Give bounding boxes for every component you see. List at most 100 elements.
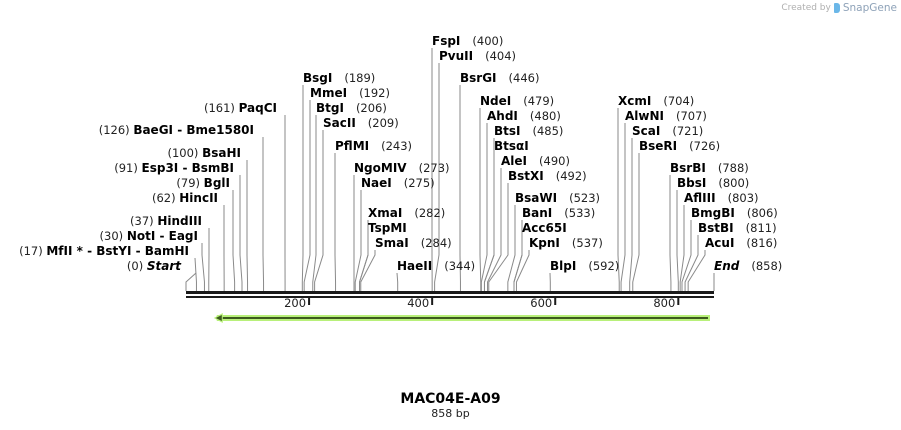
site-line (312, 115, 317, 291)
site-label[interactable]: (30) NotI - EagI (100, 229, 198, 243)
enzyme-name: MfII * - BstYI - BamHI (46, 244, 189, 258)
site-label[interactable]: (37) HindIII (130, 214, 202, 228)
site-label[interactable]: (0) Start (127, 259, 182, 273)
site-label[interactable]: SacII (209) (323, 116, 399, 130)
enzyme-name: AhdI (487, 109, 518, 123)
backbone-bottom-strand (186, 296, 714, 298)
site-lines (185, 48, 715, 291)
enzyme-name: BtsαI (494, 139, 529, 153)
site-label[interactable]: (62) HincII (152, 191, 218, 205)
site-label[interactable]: SmaI (284) (375, 236, 452, 250)
site-label[interactable]: (100) BsaHI (168, 146, 242, 160)
site-label[interactable]: AhdI (480) (487, 109, 561, 123)
site-label[interactable]: AcuI (816) (705, 236, 777, 250)
site-label[interactable]: BsrGI (446) (460, 71, 539, 85)
site-label[interactable]: End (858) (714, 259, 782, 273)
site-position: (282) (414, 206, 445, 220)
site-label[interactable]: BstBI (811) (698, 221, 777, 235)
site-label[interactable]: BanI (533) (522, 206, 595, 220)
enzyme-name: BglI (204, 176, 230, 190)
site-position: (446) (509, 71, 540, 85)
site-label[interactable]: PflMI (243) (335, 139, 412, 153)
arrow-tip-icon (215, 315, 222, 321)
site-line (396, 272, 399, 291)
site-label[interactable]: KpnI (537) (529, 236, 603, 250)
site-position: (79) (176, 176, 203, 190)
site-line (480, 123, 488, 291)
site-line (513, 235, 523, 291)
site-label[interactable]: NdeI (479) (480, 94, 554, 108)
site-label[interactable]: (79) BglI (176, 176, 230, 190)
enzyme-name: BsgI (303, 71, 332, 85)
feature-core (218, 317, 708, 319)
site-label[interactable]: BsrBI (788) (670, 161, 749, 175)
sequence-name: MAC04E-A09 (400, 391, 501, 407)
enzyme-name: ScaI (632, 124, 660, 138)
site-line (679, 205, 685, 291)
site-label[interactable]: AleI (490) (501, 154, 570, 168)
site-label[interactable]: TspMI (368, 221, 407, 235)
site-label[interactable]: BbsI (800) (677, 176, 749, 190)
site-label[interactable]: BmgBI (806) (691, 206, 778, 220)
site-label[interactable]: BsgI (189) (303, 71, 375, 85)
site-label[interactable]: AlwNI (707) (625, 109, 707, 123)
site-position: (243) (381, 139, 412, 153)
enzyme-name: BsaWI (515, 191, 557, 205)
site-label[interactable]: FspI (400) (432, 34, 503, 48)
site-line (488, 183, 509, 291)
site-position: (91) (114, 161, 141, 175)
site-label[interactable]: XcmI (704) (618, 94, 694, 108)
sequence-length: 858 bp (431, 407, 470, 420)
site-line (232, 190, 236, 291)
site-position: (788) (718, 161, 749, 175)
site-label[interactable]: XmaI (282) (368, 206, 445, 220)
enzyme-name: BstXI (508, 169, 544, 183)
site-label[interactable]: BseRI (726) (639, 139, 720, 153)
enzyme-name: BtsI (494, 124, 521, 138)
site-label[interactable]: (161) PaqCI (204, 101, 277, 115)
site-label[interactable]: Acc65I (522, 221, 567, 235)
site-label[interactable]: MmeI (192) (310, 86, 390, 100)
site-position: (803) (728, 191, 759, 205)
site-position: (533) (564, 206, 595, 220)
site-label[interactable]: ScaI (721) (632, 124, 703, 138)
site-label[interactable]: BtsI (485) (494, 124, 563, 138)
site-label[interactable]: NgoMIV (273) (354, 161, 450, 175)
site-line (334, 153, 337, 291)
site-label[interactable]: BsaWI (523) (515, 191, 600, 205)
feature-arrow[interactable] (213, 313, 710, 323)
site-position: (816) (746, 236, 777, 250)
site-position: (30) (100, 229, 127, 243)
site-label[interactable]: AflIII (803) (684, 191, 759, 205)
site-label[interactable]: BtgI (206) (316, 101, 387, 115)
site-label[interactable]: (17) MfII * - BstYI - BamHI (19, 244, 189, 258)
site-label[interactable]: BlpI (592) (550, 259, 619, 273)
site-label[interactable]: HaeII (344) (397, 259, 475, 273)
site-position: (800) (718, 176, 749, 190)
site-label[interactable]: PvuII (404) (439, 49, 516, 63)
enzyme-name: AleI (501, 154, 527, 168)
site-label[interactable]: (126) BaeGI - Bme1580I (99, 123, 254, 137)
enzyme-name: BlpI (550, 259, 576, 273)
site-label[interactable]: BstXI (492) (508, 169, 587, 183)
site-line (246, 160, 249, 291)
site-label[interactable]: NaeI (275) (361, 176, 435, 190)
site-label[interactable]: BtsαI (494, 139, 529, 153)
site-position: (192) (359, 86, 390, 100)
backbone-top-strand (186, 291, 714, 294)
site-position: (0) (127, 259, 147, 273)
enzyme-name: BsaHI (202, 146, 241, 160)
enzyme-name: Esp3I - BsmBI (142, 161, 234, 175)
site-position: (806) (747, 206, 778, 220)
site-position: (209) (368, 116, 399, 130)
site-position: (721) (672, 124, 703, 138)
tick-mark (554, 298, 557, 305)
enzyme-name: KpnI (529, 236, 560, 250)
site-line (629, 138, 633, 291)
site-position: (273) (419, 161, 450, 175)
site-position: (726) (689, 139, 720, 153)
site-label[interactable]: (91) Esp3I - BsmBI (114, 161, 234, 175)
enzyme-name: SmaI (375, 236, 409, 250)
site-position: (404) (485, 49, 516, 63)
site-line (669, 175, 672, 291)
